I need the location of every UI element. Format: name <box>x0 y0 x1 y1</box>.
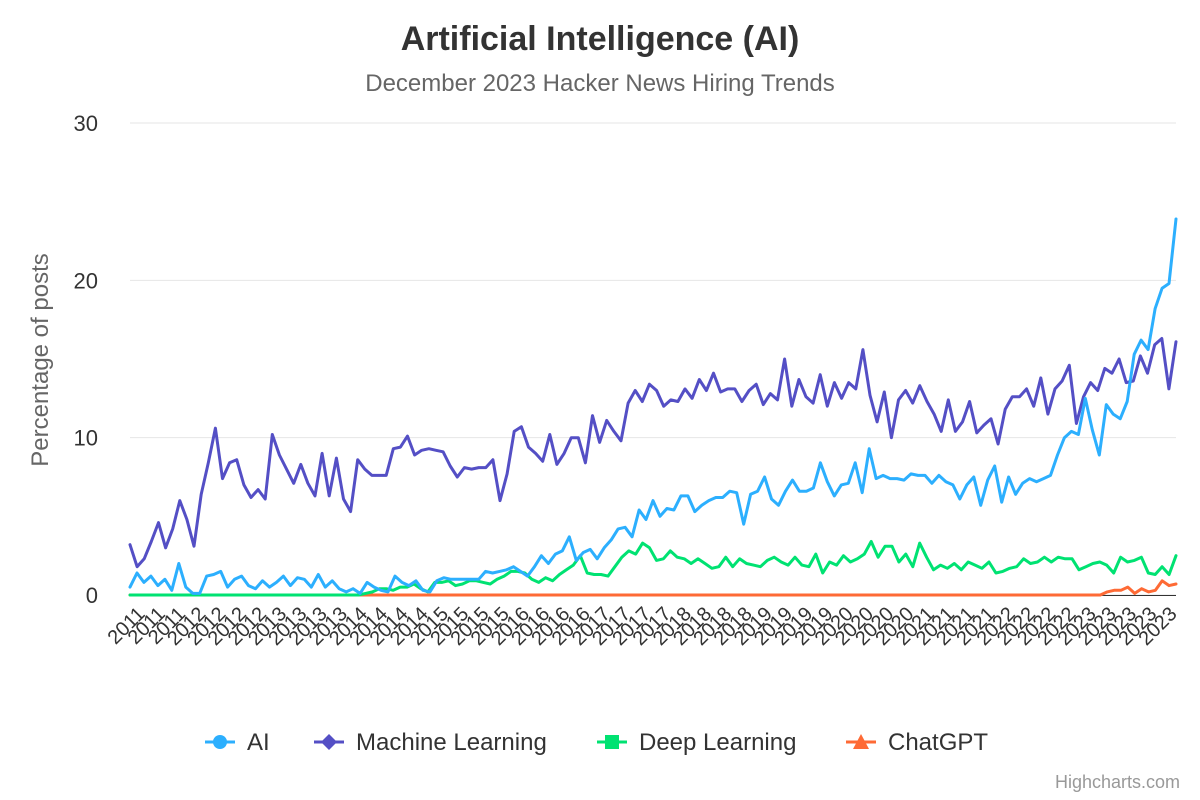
chart-title: Artificial Intelligence (AI) <box>401 20 800 58</box>
x-axis-ticks: 2011201120112012201220122012201320132013… <box>104 603 1182 650</box>
y-tick-label: 20 <box>74 268 98 293</box>
series-line-deep-learning[interactable] <box>128 540 1178 597</box>
plot-area <box>128 217 1178 597</box>
legend-item-deep-learning[interactable]: Deep Learning <box>597 729 796 756</box>
series-line-machine-learning[interactable] <box>128 337 1178 569</box>
legend: AI Machine Learning Deep Learning ChatGPT <box>205 729 988 756</box>
legend-item-ai[interactable]: AI <box>205 729 270 756</box>
legend-label: Machine Learning <box>356 729 547 756</box>
legend-item-chatgpt[interactable]: ChatGPT <box>846 729 988 756</box>
legend-label: AI <box>247 729 270 756</box>
series-line-ai[interactable] <box>128 217 1178 595</box>
legend-item-machine-learning[interactable]: Machine Learning <box>314 729 547 756</box>
y-tick-label: 0 <box>86 583 98 608</box>
credits[interactable]: Highcharts.com <box>1055 772 1180 792</box>
legend-marker-circle <box>213 735 227 749</box>
legend-marker-square <box>605 735 619 749</box>
legend-label: ChatGPT <box>888 729 988 756</box>
y-tick-label: 10 <box>74 426 98 451</box>
y-tick-label: 30 <box>74 111 98 136</box>
legend-marker-triangle <box>853 734 869 749</box>
chart-subtitle: December 2023 Hacker News Hiring Trends <box>365 70 835 97</box>
y-axis-title: Percentage of posts <box>27 253 54 466</box>
legend-label: Deep Learning <box>639 729 796 756</box>
y-axis-ticks: 0 10 20 30 <box>74 111 98 608</box>
legend-marker-diamond <box>321 734 337 750</box>
grid-lines <box>130 122 1176 596</box>
